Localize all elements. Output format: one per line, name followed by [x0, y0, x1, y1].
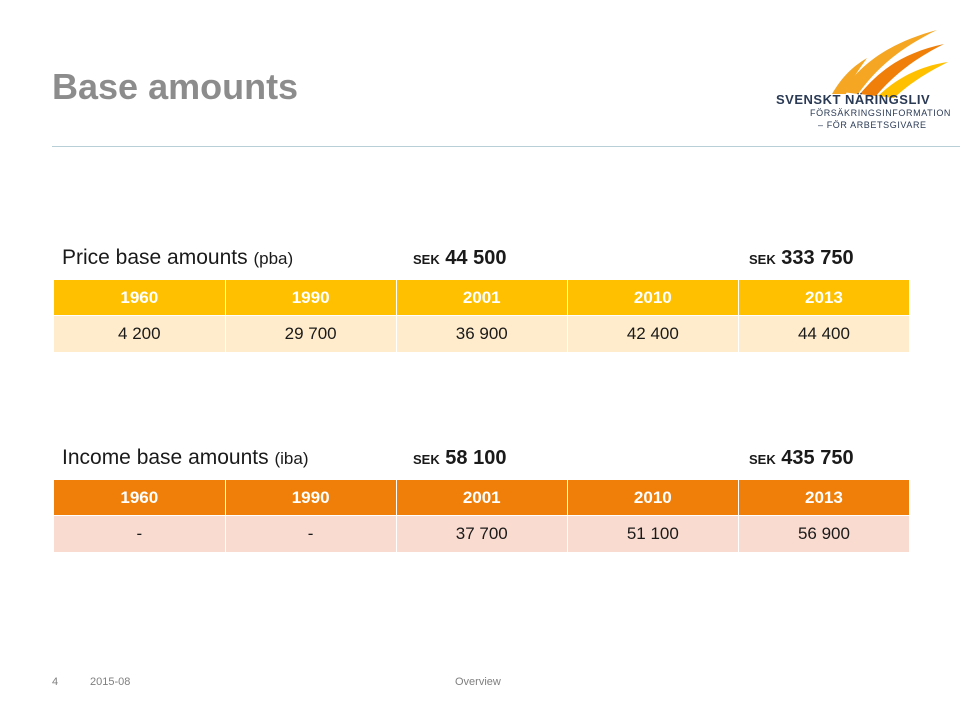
iba-abbr: (iba): [274, 449, 309, 468]
pba-value-cell: 36 900: [396, 315, 568, 353]
pba-year-cell: 2013: [738, 280, 911, 316]
pba-amount-1-currency: SEK: [413, 252, 440, 267]
logo-subtitle-2: – FÖR ARBETSGIVARE: [818, 120, 927, 130]
title-divider: [52, 146, 960, 147]
footer-date: 2015-08: [90, 676, 131, 688]
pba-amount-2: SEK 333 750: [749, 247, 854, 270]
iba-heading: Income base amounts (iba): [62, 446, 308, 470]
pba-amount-2-currency: SEK: [749, 252, 776, 267]
iba-header-row: 1960 1990 2001 2010 2013: [54, 480, 911, 516]
iba-year-cell: 1960: [54, 480, 226, 516]
pba-value-cell: 44 400: [738, 315, 911, 353]
pba-header-row: 1960 1990 2001 2010 2013: [54, 280, 911, 316]
iba-label: Income base amounts: [62, 446, 269, 469]
iba-year-cell: 2001: [396, 480, 568, 516]
logo-wing-4: [832, 58, 867, 94]
iba-year-cell: 2010: [567, 480, 739, 516]
iba-amount-1: SEK 58 100: [413, 447, 506, 470]
pba-year-cell: 2001: [396, 280, 568, 316]
pba-value-cell: 29 700: [225, 315, 397, 353]
iba-amount-1-value: 58 100: [445, 447, 507, 469]
pba-amount-1: SEK 44 500: [413, 247, 506, 270]
logo-name: SVENSKT NÄRINGSLIV: [776, 92, 931, 107]
iba-amount-2-value: 435 750: [781, 447, 854, 469]
pba-abbr: (pba): [253, 249, 294, 268]
iba-table: 1960 1990 2001 2010 2013 - - 37 700 51 1…: [54, 480, 911, 553]
page-number: 4: [52, 676, 59, 688]
svenskt-naringsliv-logo: [832, 30, 948, 98]
iba-amount-2-currency: SEK: [749, 452, 776, 467]
pba-value-cell: 4 200: [54, 315, 226, 353]
logo-wing-1: [842, 30, 937, 94]
pba-value-cell: 42 400: [567, 315, 739, 353]
iba-amount-2: SEK 435 750: [749, 447, 854, 470]
iba-value-row: - - 37 700 51 100 56 900: [54, 515, 911, 553]
pba-table: 1960 1990 2001 2010 2013 4 200 29 700 36…: [54, 280, 911, 353]
logo-subtitle-1: FÖRSÄKRINGSINFORMATION: [810, 108, 952, 118]
pba-year-cell: 1990: [225, 280, 397, 316]
footer-section: Overview: [455, 676, 501, 688]
iba-value-cell: -: [54, 515, 226, 553]
iba-value-cell: -: [225, 515, 397, 553]
slide-title: Base amounts: [52, 66, 299, 107]
iba-value-cell: 56 900: [738, 515, 911, 553]
pba-label: Price base amounts: [62, 246, 248, 269]
pba-value-row: 4 200 29 700 36 900 42 400 44 400: [54, 315, 911, 353]
iba-value-cell: 51 100: [567, 515, 739, 553]
pba-year-cell: 1960: [54, 280, 226, 316]
pba-amount-1-value: 44 500: [445, 247, 507, 269]
pba-amount-2-value: 333 750: [781, 247, 854, 269]
iba-amount-1-currency: SEK: [413, 452, 440, 467]
pba-year-cell: 2010: [567, 280, 739, 316]
iba-value-cell: 37 700: [396, 515, 568, 553]
iba-year-cell: 1990: [225, 480, 397, 516]
logo-wing-3: [878, 62, 948, 98]
logo-wing-2: [860, 44, 944, 96]
pba-heading: Price base amounts (pba): [62, 246, 293, 270]
iba-year-cell: 2013: [738, 480, 911, 516]
